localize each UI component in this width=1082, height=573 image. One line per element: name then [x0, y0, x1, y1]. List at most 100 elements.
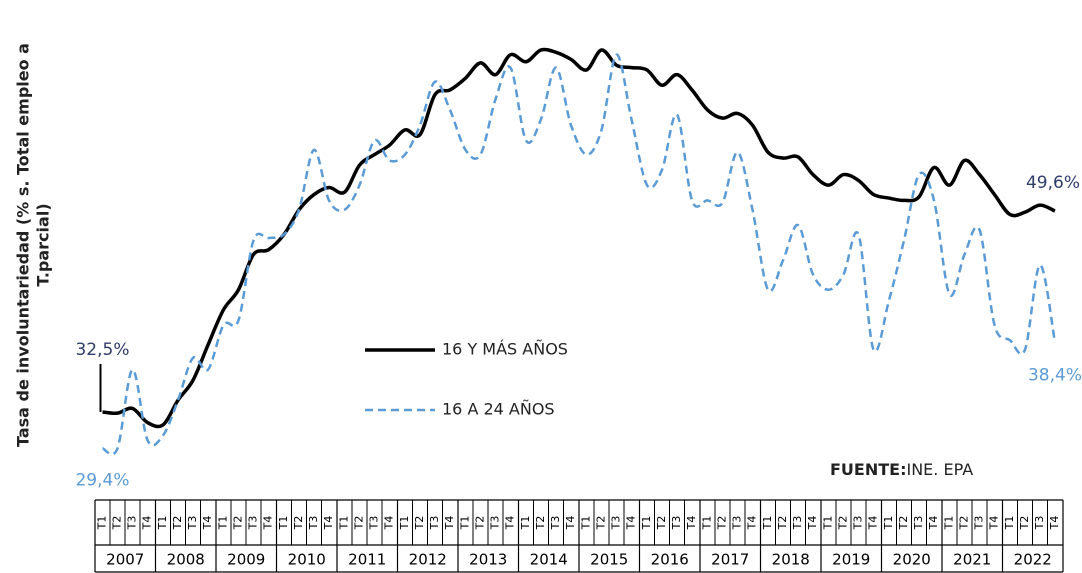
quarter-label-group: T1: [277, 516, 290, 531]
year-label: 2018: [772, 551, 810, 569]
quarter-label-group: T1: [580, 516, 593, 531]
quarter-label-group: T3: [186, 516, 199, 531]
quarter-label-group: T3: [912, 516, 925, 531]
x-tick-label: T3: [126, 516, 139, 531]
x-tick-label: T1: [701, 516, 714, 531]
x-tick-label: T1: [519, 516, 532, 531]
x-tick-label: T3: [912, 516, 925, 531]
quarter-label-group: T4: [746, 516, 759, 531]
x-tick-label: T1: [96, 516, 109, 531]
quarter-label-group: T1: [217, 516, 230, 531]
x-tick-label: T2: [232, 516, 245, 531]
x-tick-label: T2: [534, 516, 547, 531]
x-tick-label: T2: [171, 516, 184, 531]
quarter-label-group: T3: [307, 516, 320, 531]
quarter-label-group: T2: [232, 516, 245, 531]
quarter-label-group: T2: [837, 516, 850, 531]
x-tick-label: T2: [837, 516, 850, 531]
x-tick-label: T3: [368, 516, 381, 531]
x-tick-label: T4: [988, 516, 1001, 531]
quarter-label-group: T4: [927, 516, 940, 531]
quarter-label-group: T4: [141, 516, 154, 531]
quarter-label-group: T1: [96, 516, 109, 531]
legend-label: 16 A 24 AÑOS: [442, 400, 555, 419]
x-tick-label: T4: [806, 516, 819, 531]
quarter-label-group: T3: [1033, 516, 1046, 531]
quarter-label-group: T2: [171, 516, 184, 531]
quarter-label-group: T1: [1003, 516, 1016, 531]
quarter-label-group: T1: [943, 516, 956, 531]
quarter-label-group: T2: [353, 516, 366, 531]
x-tick-label: T4: [141, 516, 154, 531]
quarter-label-group: T1: [640, 516, 653, 531]
year-label: 2015: [590, 551, 628, 569]
x-tick-label: T3: [186, 516, 199, 531]
quarter-label-group: T3: [549, 516, 562, 531]
quarter-label-group: T2: [776, 516, 789, 531]
x-tick-label: T3: [670, 516, 683, 531]
x-tick-label: T2: [1018, 516, 1031, 531]
x-tick-label: T3: [428, 516, 441, 531]
quarter-label-group: T1: [156, 516, 169, 531]
year-label: 2014: [530, 551, 568, 569]
quarter-label-group: T4: [867, 516, 880, 531]
quarter-label-group: T2: [111, 516, 124, 531]
x-tick-label: T3: [489, 516, 502, 531]
x-tick-label: T3: [791, 516, 804, 531]
x-tick-label: T2: [292, 516, 305, 531]
quarter-label-group: T3: [126, 516, 139, 531]
quarter-label-group: T2: [474, 516, 487, 531]
x-tick-label: T3: [852, 516, 865, 531]
x-tick-label: T2: [958, 516, 971, 531]
x-tick-label: T4: [867, 516, 880, 531]
x-tick-label: T3: [731, 516, 744, 531]
x-tick-label: T4: [625, 516, 638, 531]
quarter-label-group: T3: [368, 516, 381, 531]
quarter-label-group: T4: [988, 516, 1001, 531]
x-tick-label: T1: [822, 516, 835, 531]
year-label: 2010: [288, 551, 326, 569]
x-tick-label: T4: [262, 516, 275, 531]
year-label: 2013: [469, 551, 507, 569]
series-line: [101, 53, 1057, 456]
x-tick-label: T2: [716, 516, 729, 531]
x-tick-label: T1: [398, 516, 411, 531]
year-label: 2009: [227, 551, 265, 569]
quarter-label-group: T4: [262, 516, 275, 531]
quarter-label-group: T4: [806, 516, 819, 531]
quarter-label-group: T2: [958, 516, 971, 531]
quarter-label-group: T3: [973, 516, 986, 531]
quarter-label-group: T2: [1018, 516, 1031, 531]
x-tick-label: T3: [610, 516, 623, 531]
year-label: 2016: [651, 551, 689, 569]
x-tick-label: T2: [474, 516, 487, 531]
quarter-label-group: T4: [564, 516, 577, 531]
data-label: 32,5%: [75, 340, 129, 360]
quarter-label-group: T1: [882, 516, 895, 531]
x-tick-label: T1: [217, 516, 230, 531]
x-tick-label: T2: [897, 516, 910, 531]
quarter-label-group: T2: [897, 516, 910, 531]
x-tick-label: T1: [1003, 516, 1016, 531]
quarter-label-group: T4: [625, 516, 638, 531]
quarter-label-group: T3: [428, 516, 441, 531]
y-axis-title-line: Tasa de involuntariedad (% s. Total empl…: [14, 43, 33, 447]
quarter-label-group: T1: [459, 516, 472, 531]
quarter-label-group: T4: [685, 516, 698, 531]
quarter-label-group: T2: [292, 516, 305, 531]
x-tick-label: T4: [564, 516, 577, 531]
quarter-label-group: T3: [852, 516, 865, 531]
quarter-label-group: T4: [322, 516, 335, 531]
x-tick-label: T2: [595, 516, 608, 531]
quarter-label-group: T2: [413, 516, 426, 531]
x-tick-label: T1: [640, 516, 653, 531]
data-label: 49,6%: [1026, 173, 1080, 193]
x-tick-label: T4: [927, 516, 940, 531]
year-label: 2012: [409, 551, 447, 569]
x-tick-label: T1: [156, 516, 169, 531]
x-tick-label: T2: [776, 516, 789, 531]
x-tick-label: T3: [973, 516, 986, 531]
x-tick-label: T3: [1033, 516, 1046, 531]
series-line: [102, 47, 1056, 429]
